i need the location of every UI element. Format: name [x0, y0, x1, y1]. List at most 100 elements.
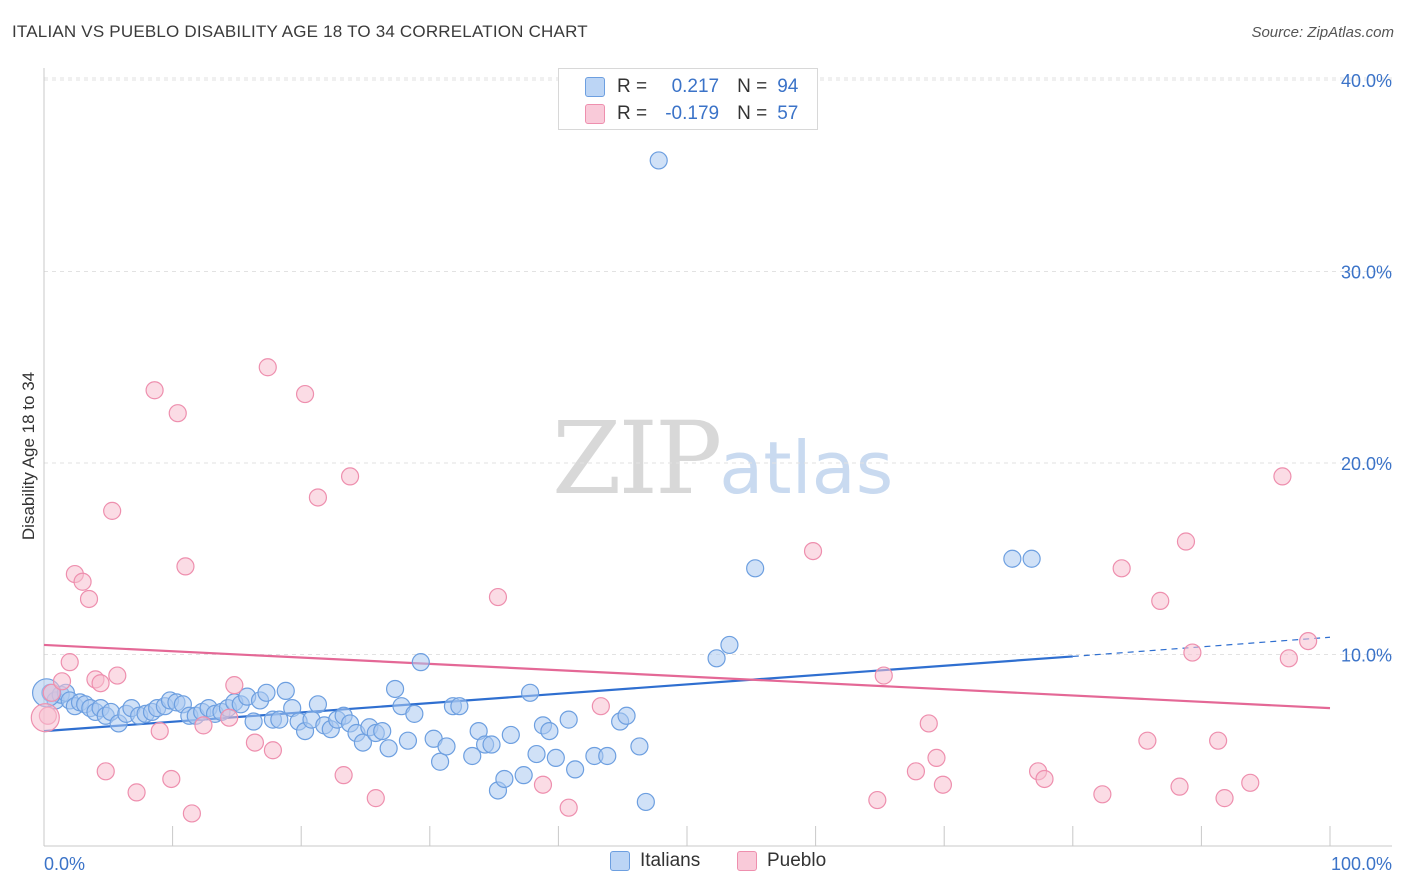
pueblo-point: [194, 716, 213, 735]
pueblo-point: [245, 733, 265, 752]
pueblo-point: [366, 789, 385, 808]
italians-point: [276, 681, 295, 700]
pueblo-point: [60, 653, 79, 672]
italians-point: [411, 653, 430, 672]
watermark-atlas: atlas: [719, 426, 894, 510]
italians-point: [379, 739, 398, 758]
italians-point: [1003, 549, 1022, 568]
pueblo-point: [927, 748, 946, 768]
italians-point: [257, 683, 276, 702]
italians-point: [540, 721, 559, 741]
pueblo-point: [334, 766, 353, 785]
pueblo-n-label: N =: [737, 103, 768, 124]
pueblo-point: [127, 783, 146, 802]
italians-point: [308, 695, 328, 714]
pueblo-point: [340, 467, 360, 486]
pueblo-point: [803, 541, 823, 561]
pueblo-point: [30, 703, 60, 733]
watermark: ZIPatlas: [552, 400, 893, 517]
pueblo-point: [1273, 467, 1292, 486]
italians-point: [463, 746, 482, 766]
pueblo-point: [162, 769, 181, 789]
pueblo-point: [42, 683, 61, 702]
y-tick-label: 20.0%: [1341, 454, 1392, 474]
italians-point: [546, 748, 565, 768]
axis-labels: 10.0% 20.0% 30.0% 40.0% 0.0% 100.0% Disability…: [19, 71, 1392, 874]
pueblo-point: [1215, 789, 1234, 808]
pueblo-point: [225, 676, 244, 695]
pueblo-point: [308, 488, 328, 507]
pueblo-point: [103, 501, 122, 520]
italians-point: [244, 712, 263, 731]
pueblo-point: [220, 708, 239, 727]
y-tick-label: 40.0%: [1341, 71, 1392, 91]
italians-point: [746, 559, 765, 578]
pueblo-point: [182, 804, 201, 823]
pueblo-point: [176, 557, 195, 576]
italians-point: [514, 766, 533, 785]
italians-point: [617, 706, 636, 725]
pueblo-point: [906, 762, 926, 781]
italians-point: [437, 737, 456, 756]
y-tick-label: 10.0%: [1341, 646, 1392, 666]
italians-point: [559, 710, 578, 729]
pueblo-point: [79, 589, 99, 609]
pueblo-point: [591, 697, 610, 716]
italians-legend-label: Italians: [640, 850, 701, 871]
italians-n-label: N =: [737, 76, 768, 97]
italians-point: [1022, 549, 1041, 568]
italians-point: [405, 704, 424, 723]
italians-trend-extension: [1072, 636, 1331, 658]
pueblo-point: [868, 790, 887, 810]
italians-point: [385, 679, 405, 699]
italians-point: [598, 746, 617, 766]
pueblo-point: [295, 384, 315, 404]
gridlines: [44, 77, 1392, 655]
data-points: [30, 151, 1318, 823]
italians-point: [630, 737, 649, 756]
correlation-legend: R = 0.217 N = 94 R = -0.179 N = 57: [558, 68, 818, 130]
pueblo-point: [1138, 731, 1157, 750]
italians-point: [430, 752, 450, 771]
y-axis-label: Disability Age 18 to 34: [19, 372, 38, 540]
pueblo-point: [145, 381, 164, 400]
italians-point: [398, 731, 418, 750]
pueblo-point: [96, 762, 115, 781]
pueblo-point: [1093, 785, 1112, 804]
italians-point: [482, 735, 501, 754]
pueblo-point: [73, 572, 92, 591]
pueblo-trend-line: [43, 643, 1331, 710]
pueblo-point: [1183, 643, 1202, 662]
italians-point: [649, 151, 668, 170]
legend-row-italians: R = 0.217 N = 94: [585, 74, 798, 100]
italians-r-value: 0.217: [671, 76, 720, 97]
italians-swatch: [585, 77, 605, 97]
x-tick-label-min: 0.0%: [44, 854, 85, 874]
pueblo-r-value: -0.179: [665, 103, 720, 124]
italians-legend-swatch: [610, 851, 630, 871]
italians-point: [450, 697, 469, 716]
italians-point: [521, 683, 540, 702]
x-tick-label-max: 100.0%: [1331, 854, 1392, 874]
pueblo-legend-swatch: [737, 851, 757, 871]
pueblo-point: [108, 666, 127, 685]
italians-point: [566, 760, 585, 779]
pueblo-point: [1035, 769, 1054, 789]
pueblo-point: [933, 775, 953, 794]
pueblo-point: [168, 404, 187, 423]
italians-point: [495, 769, 514, 789]
pueblo-point: [1112, 559, 1131, 578]
pueblo-point: [91, 674, 110, 693]
pueblo-point: [1241, 773, 1260, 792]
legend-item-pueblo: Pueblo: [737, 850, 826, 872]
pueblo-point: [1176, 532, 1196, 551]
pueblo-point: [1299, 631, 1318, 651]
watermark-zip: ZIP: [552, 400, 722, 517]
pueblo-point: [263, 741, 283, 760]
pueblo-point: [1151, 591, 1170, 610]
pueblo-point: [559, 798, 578, 817]
italians-point: [707, 649, 726, 668]
pueblo-point: [1170, 777, 1189, 796]
pueblo-point: [52, 672, 72, 691]
